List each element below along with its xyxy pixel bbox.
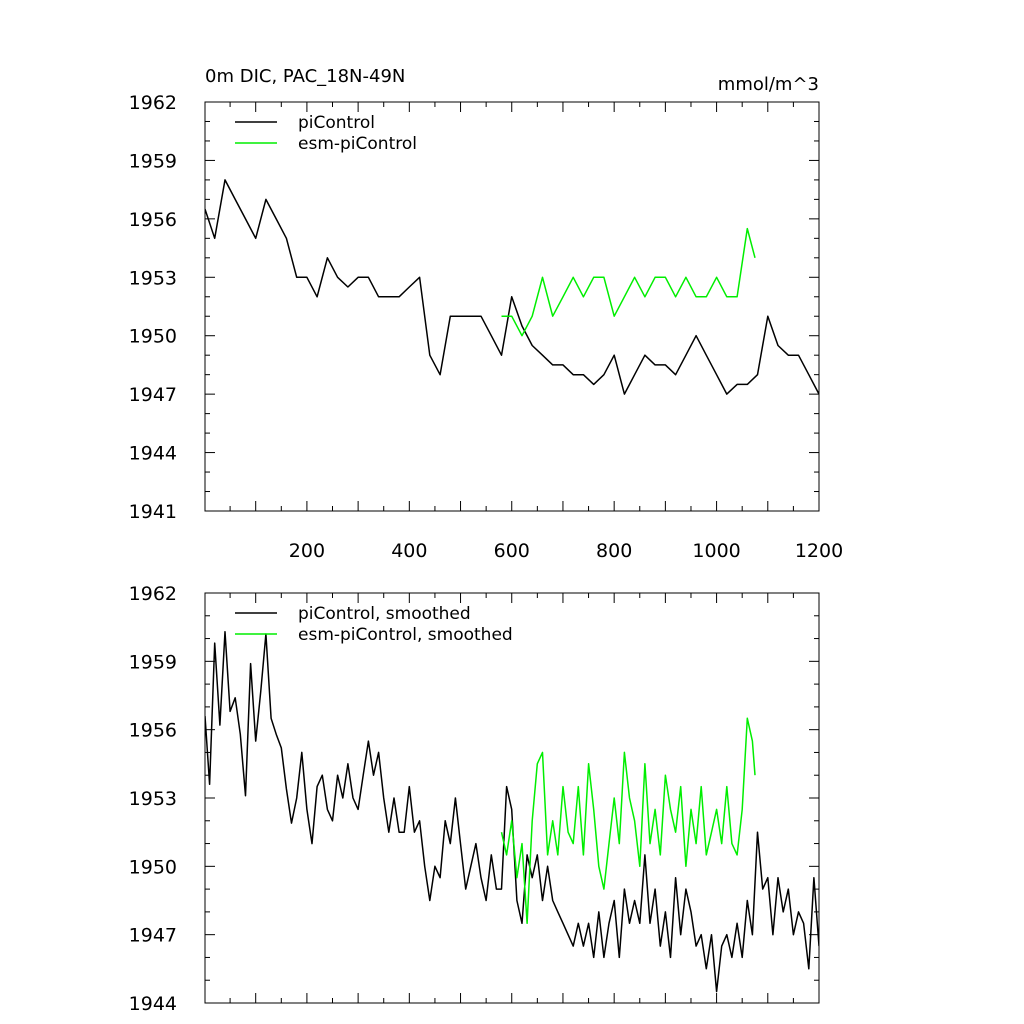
- y-tick-label: 1950: [129, 326, 177, 348]
- series-line-esm-picontrol-smoothed: [500, 717, 756, 925]
- y-tick-label: 1956: [129, 209, 177, 231]
- y-tick-label: 1959: [129, 150, 177, 172]
- y-tick-label: 1962: [129, 583, 177, 605]
- x-tick-label: 1000: [692, 540, 740, 562]
- panel-1: 1941 1944 1947 1950 1953 1956 1959 1962 200 400 60…: [129, 66, 844, 562]
- x-tick-label: 600: [494, 540, 530, 562]
- y-tick-label: 1953: [129, 267, 177, 289]
- units-label: mmol/m^3: [718, 74, 819, 95]
- y-tick-label: 1947: [129, 384, 177, 406]
- y-tick-label: 1947: [129, 925, 177, 947]
- y-tick-label: 1944: [129, 993, 177, 1015]
- series-line-esm-picontrol: [501, 227, 756, 337]
- chart-title: 0m DIC, PAC_18N-49N: [205, 66, 405, 87]
- y-tick-label: 1944: [129, 443, 177, 465]
- x-tick-label: 200: [289, 540, 325, 562]
- y-tick-label: 1956: [129, 720, 177, 742]
- legend-label: piControl: [298, 113, 375, 133]
- legend-label: piControl, smoothed: [298, 604, 471, 624]
- x-tick-label: 800: [596, 540, 632, 562]
- legend-label: esm-piControl, smoothed: [298, 625, 513, 645]
- y-tick-label: 1941: [129, 501, 177, 523]
- plot-frame: [204, 101, 820, 512]
- y-tick-label: 1953: [129, 788, 177, 810]
- y-tick-label: 1950: [129, 856, 177, 878]
- series-line-picontrol-smoothed: [205, 630, 819, 993]
- y-tick-label: 1959: [129, 651, 177, 673]
- x-tick-label: 1200: [795, 540, 843, 562]
- series-line-picontrol: [205, 179, 819, 395]
- legend-label: esm-piControl: [298, 134, 417, 154]
- panel-2: 1944 1947 1950 1953 1956 1959 1962 piControl, s…: [129, 583, 820, 1015]
- x-tick-label: 400: [391, 540, 427, 562]
- y-tick-label: 1962: [129, 92, 177, 114]
